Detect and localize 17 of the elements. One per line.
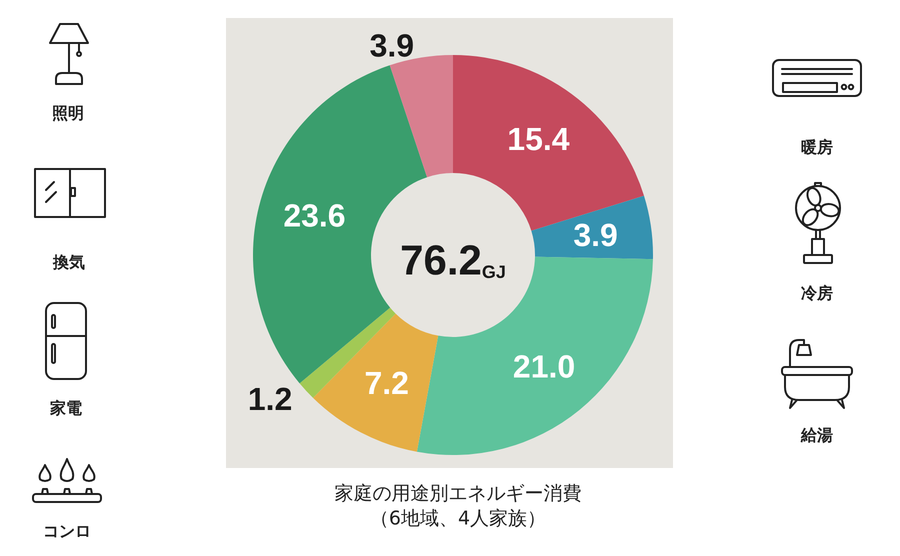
text: 給湯 (800, 426, 833, 444)
data-label: 7.2 (364, 364, 409, 401)
data-label: 3.9 (573, 216, 618, 253)
data-label: 21.0 (512, 348, 576, 385)
data-label: 15.4 (507, 121, 570, 158)
text: 76.2GJ (400, 236, 506, 284)
data-label: 3.9 (370, 28, 414, 64)
text: 家電 (49, 398, 82, 418)
text: 家庭の用途別エネルギー消費 (334, 482, 582, 504)
text: 冷房 (801, 284, 833, 302)
data-label: 23.6 (283, 198, 346, 234)
text: 換気 (52, 252, 85, 272)
text: 照明 (52, 104, 84, 122)
data-label: 1.2 (248, 380, 292, 417)
text: （6地域、4人家族） (370, 508, 546, 530)
text: コンロ (43, 522, 91, 540)
text: 暖房 (801, 138, 833, 156)
